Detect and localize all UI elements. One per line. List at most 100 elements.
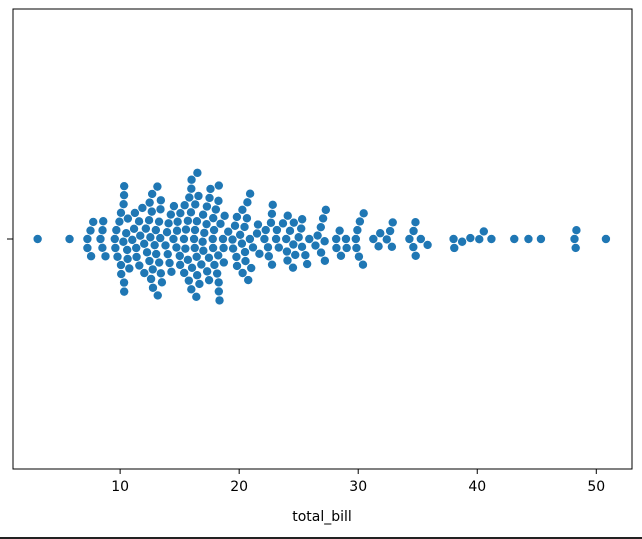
data-point	[119, 190, 129, 200]
x-tick-label: 20	[230, 479, 248, 495]
data-point	[207, 234, 218, 244]
data-point	[213, 196, 224, 206]
data-point	[110, 243, 121, 253]
data-point	[139, 268, 150, 278]
data-point	[86, 251, 96, 262]
data-point	[232, 212, 242, 222]
data-point	[130, 208, 140, 218]
data-point	[186, 284, 197, 295]
data-point	[186, 174, 197, 185]
data-point	[121, 228, 132, 239]
data-point	[162, 249, 173, 259]
data-point	[219, 257, 229, 268]
data-point	[186, 207, 196, 218]
data-point	[219, 210, 230, 221]
data-point	[264, 251, 274, 262]
data-point	[230, 220, 240, 231]
data-point	[181, 224, 191, 235]
data-point	[352, 225, 363, 235]
data-point	[248, 242, 258, 253]
data-point	[416, 234, 426, 244]
data-point	[408, 226, 419, 236]
data-point	[478, 226, 489, 237]
data-point	[137, 203, 148, 213]
data-point	[197, 236, 208, 247]
data-point	[205, 184, 216, 194]
data-point	[237, 238, 247, 249]
data-point	[310, 240, 321, 251]
data-point	[202, 201, 212, 212]
data-point	[129, 224, 139, 234]
data-point	[134, 260, 145, 271]
data-point	[166, 209, 176, 220]
data-point	[267, 209, 277, 219]
data-point	[155, 233, 166, 243]
data-point	[245, 234, 255, 244]
data-point	[223, 226, 234, 237]
data-point	[208, 243, 218, 253]
data-point	[355, 216, 365, 227]
data-point	[297, 242, 307, 252]
data-point	[387, 242, 397, 252]
data-point	[486, 234, 497, 244]
data-point	[180, 243, 191, 254]
data-point	[331, 234, 341, 244]
data-point	[199, 228, 210, 238]
data-point	[164, 258, 175, 268]
data-point	[341, 234, 351, 244]
data-point	[509, 234, 520, 244]
data-point	[274, 242, 284, 253]
data-point	[204, 193, 215, 203]
data-point	[162, 227, 172, 237]
data-point	[214, 286, 224, 297]
data-point	[198, 209, 208, 220]
data-point	[168, 234, 179, 244]
data-point	[321, 205, 331, 215]
data-point	[245, 188, 255, 199]
data-point	[82, 234, 93, 244]
data-point	[300, 250, 311, 261]
data-point	[144, 197, 155, 208]
data-point	[186, 183, 197, 194]
data-point	[290, 250, 301, 260]
data-point	[212, 268, 222, 279]
data-point	[282, 210, 293, 221]
data-point	[304, 234, 315, 244]
data-point	[293, 232, 304, 243]
data-point	[97, 225, 108, 236]
data-point	[190, 199, 201, 210]
data-point	[179, 268, 189, 278]
data-point	[154, 216, 164, 227]
data-point	[142, 247, 152, 258]
data-point	[354, 251, 364, 262]
data-point	[82, 243, 93, 253]
data-point	[118, 236, 129, 247]
data-point	[148, 282, 158, 293]
data-point	[189, 243, 200, 253]
data-point	[278, 218, 288, 229]
data-point	[116, 207, 126, 218]
data-point	[252, 228, 262, 239]
data-point	[111, 225, 122, 235]
data-point	[319, 236, 330, 247]
data-point	[211, 204, 221, 215]
data-point	[147, 264, 158, 275]
data-point	[202, 266, 212, 277]
data-point	[351, 234, 361, 244]
data-point	[254, 248, 265, 259]
data-point	[263, 242, 273, 253]
data-point	[122, 254, 133, 264]
data-point	[297, 214, 307, 225]
data-point	[198, 245, 209, 256]
data-point	[131, 243, 141, 253]
data-point	[192, 270, 202, 281]
data-point	[320, 255, 330, 266]
data-point	[351, 243, 362, 253]
data-point	[288, 239, 299, 250]
data-point	[147, 189, 157, 199]
data-point	[151, 249, 161, 259]
data-point	[196, 259, 207, 270]
data-point	[183, 215, 193, 226]
x-tick-label: 10	[111, 479, 129, 495]
data-point	[123, 213, 133, 224]
